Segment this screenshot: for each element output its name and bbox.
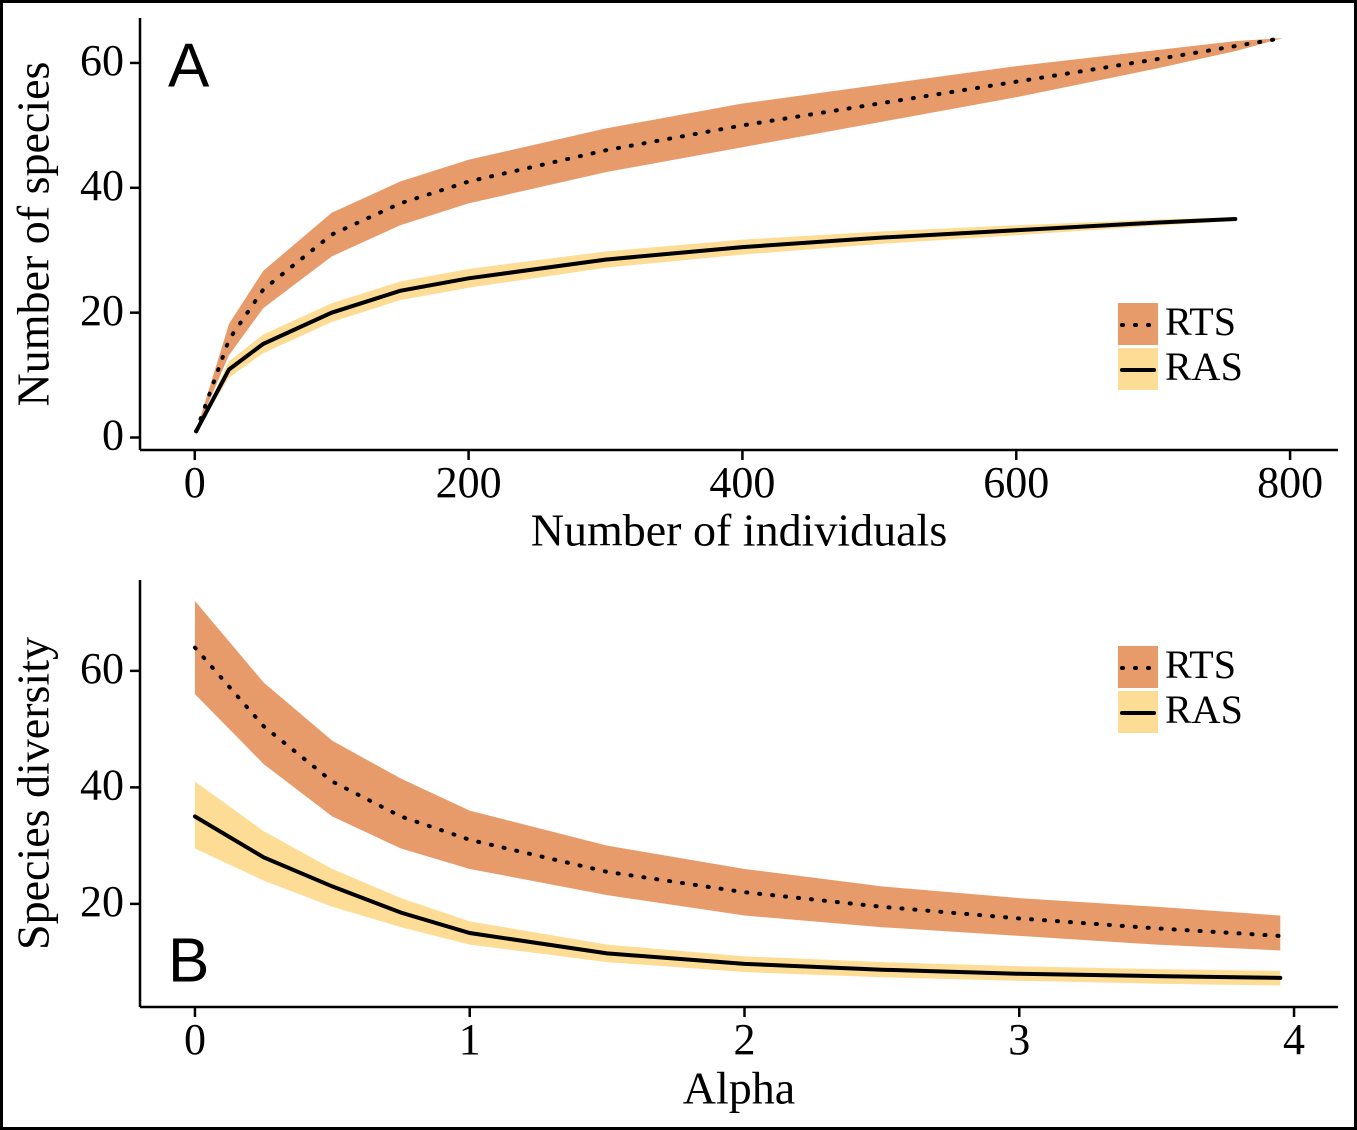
x-tick-label: 0	[184, 1015, 206, 1064]
y-axis-title: Species diversity	[8, 637, 59, 950]
x-tick-label: 200	[436, 458, 502, 507]
legend-label: RAS	[1165, 687, 1243, 732]
x-tick-label: 600	[983, 458, 1049, 507]
legend-label: RTS	[1165, 299, 1236, 344]
confidence-band	[194, 781, 1281, 986]
x-tick-label: 0	[184, 458, 206, 507]
y-tick-label: 20	[80, 286, 124, 335]
x-tick-label: 3	[1008, 1015, 1030, 1064]
panel-label: A	[168, 31, 210, 100]
x-tick-label: 1	[459, 1015, 481, 1064]
y-tick-label: 60	[80, 36, 124, 85]
x-tick-label: 400	[709, 458, 775, 507]
panel-label: B	[168, 926, 209, 995]
y-axis-title: Number of species	[8, 62, 59, 407]
y-tick-label: 40	[80, 161, 124, 210]
x-axis-title: Number of individuals	[531, 505, 948, 556]
legend-label: RAS	[1165, 344, 1243, 389]
y-tick-label: 0	[102, 411, 124, 460]
x-tick-label: 4	[1283, 1015, 1305, 1064]
confidence-band	[196, 37, 1284, 432]
y-tick-label: 60	[80, 644, 124, 693]
series-line	[194, 35, 1286, 434]
series-line	[194, 217, 1238, 434]
y-tick-label: 20	[80, 877, 124, 926]
x-tick-label: 2	[733, 1015, 755, 1064]
confidence-band	[194, 600, 1281, 951]
series-line	[192, 645, 1283, 938]
x-tick-label: 800	[1257, 458, 1323, 507]
y-tick-label: 40	[80, 760, 124, 809]
series-line	[192, 814, 1283, 980]
legend-label: RTS	[1165, 642, 1236, 687]
x-axis-title: Alpha	[683, 1063, 795, 1114]
